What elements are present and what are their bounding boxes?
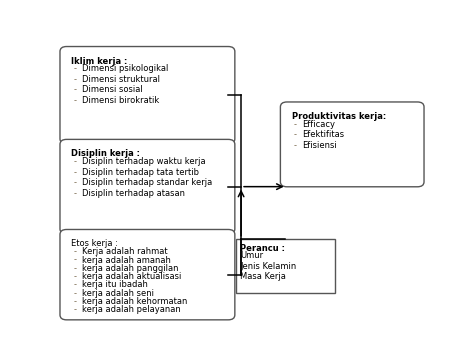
Text: -: - bbox=[73, 272, 76, 281]
Text: -: - bbox=[73, 168, 76, 177]
FancyBboxPatch shape bbox=[60, 139, 235, 234]
Text: Etos kerja :: Etos kerja : bbox=[72, 239, 118, 248]
Text: Dimensi psikologikal: Dimensi psikologikal bbox=[82, 64, 168, 73]
Text: Disiplin terhadap waktu kerja: Disiplin terhadap waktu kerja bbox=[82, 157, 206, 166]
Text: -: - bbox=[73, 178, 76, 187]
Text: Dimensi sosial: Dimensi sosial bbox=[82, 85, 143, 94]
Text: Masa Kerja: Masa Kerja bbox=[240, 273, 286, 282]
Text: Umur: Umur bbox=[240, 251, 264, 260]
Text: -: - bbox=[73, 64, 76, 73]
Text: Dimensi struktural: Dimensi struktural bbox=[82, 75, 160, 84]
Text: -: - bbox=[73, 96, 76, 105]
Text: -: - bbox=[73, 297, 76, 306]
Text: kerja adalah aktualisasi: kerja adalah aktualisasi bbox=[82, 272, 182, 281]
Text: Kerja adalah rahmat: Kerja adalah rahmat bbox=[82, 247, 168, 256]
Text: kerja adalah amanah: kerja adalah amanah bbox=[82, 256, 171, 265]
Text: kerja adalah panggilan: kerja adalah panggilan bbox=[82, 264, 179, 273]
Text: Dimensi birokratik: Dimensi birokratik bbox=[82, 96, 159, 105]
Text: kerja itu ibadah: kerja itu ibadah bbox=[82, 280, 148, 289]
Text: Disiplin kerja :: Disiplin kerja : bbox=[72, 149, 140, 158]
Text: Disiplin terhadap standar kerja: Disiplin terhadap standar kerja bbox=[82, 178, 212, 187]
FancyBboxPatch shape bbox=[281, 102, 424, 187]
Text: -: - bbox=[73, 75, 76, 84]
Text: -: - bbox=[73, 256, 76, 265]
FancyBboxPatch shape bbox=[60, 229, 235, 320]
Text: kerja adalah pelayanan: kerja adalah pelayanan bbox=[82, 305, 181, 314]
Text: -: - bbox=[73, 189, 76, 198]
Text: Perancu :: Perancu : bbox=[240, 244, 285, 253]
Text: Disiplin terhadap tata tertib: Disiplin terhadap tata tertib bbox=[82, 168, 199, 177]
Text: Disiplin terhadap atasan: Disiplin terhadap atasan bbox=[82, 189, 185, 198]
Text: -: - bbox=[73, 264, 76, 273]
Text: Efficacy: Efficacy bbox=[302, 120, 336, 129]
FancyBboxPatch shape bbox=[60, 46, 235, 144]
Text: -: - bbox=[73, 157, 76, 166]
Text: -: - bbox=[73, 85, 76, 94]
Text: -: - bbox=[293, 130, 297, 139]
Text: -: - bbox=[73, 305, 76, 314]
Text: -: - bbox=[73, 289, 76, 298]
Text: Efisiensi: Efisiensi bbox=[302, 141, 337, 150]
Text: -: - bbox=[293, 141, 297, 150]
Bar bbox=[236, 239, 335, 293]
Text: -: - bbox=[73, 247, 76, 256]
Text: -: - bbox=[293, 120, 297, 129]
Text: kerja adalah seni: kerja adalah seni bbox=[82, 289, 154, 298]
Text: kerja adalah kehormatan: kerja adalah kehormatan bbox=[82, 297, 187, 306]
Text: Iklim kerja :: Iklim kerja : bbox=[72, 57, 128, 66]
Text: Produktivitas kerja:: Produktivitas kerja: bbox=[292, 112, 386, 121]
Text: Jenis Kelamin: Jenis Kelamin bbox=[240, 262, 297, 271]
Text: -: - bbox=[73, 280, 76, 289]
Text: Efektifitas: Efektifitas bbox=[302, 130, 345, 139]
